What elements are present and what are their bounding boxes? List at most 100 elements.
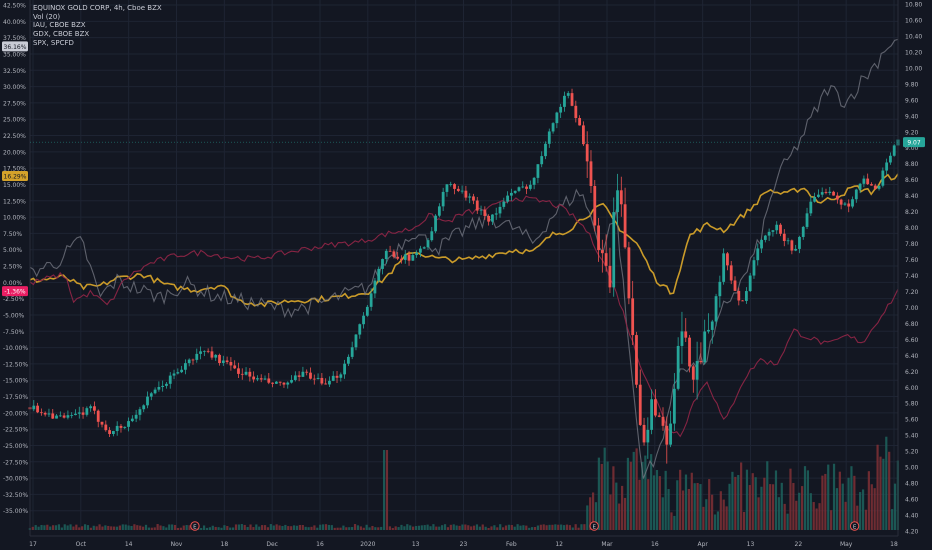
legend-item-volume[interactable]: Vol (20): [33, 12, 61, 21]
candle-body: [142, 405, 146, 410]
left-tick-label: 0.00%: [3, 280, 22, 287]
volume-bar: [554, 524, 557, 530]
candle-body: [51, 413, 55, 419]
volume-bar: [490, 526, 493, 530]
candle-body: [566, 93, 570, 96]
candle-body: [680, 331, 684, 346]
volume-bar: [841, 483, 844, 530]
candle-body: [748, 275, 752, 292]
candle-body: [536, 164, 540, 178]
volume-bar: [789, 468, 792, 530]
volume-bar: [676, 480, 679, 530]
legend-item-gdx[interactable]: GDX, CBOE BZX: [33, 30, 90, 39]
left-tick-label: -20.00%: [3, 410, 28, 417]
candle-body: [108, 430, 111, 434]
volume-bar: [821, 475, 824, 530]
candle-body: [278, 381, 282, 383]
volume-bar: [441, 525, 444, 530]
left-tick-label: -17.50%: [3, 394, 28, 401]
candle-body: [733, 280, 737, 291]
candle-body: [240, 373, 244, 375]
volume-bar: [806, 470, 810, 530]
candle-body: [244, 371, 248, 375]
volume-bar: [499, 524, 502, 530]
volume-bar: [629, 461, 632, 530]
volume-bar: [246, 527, 249, 530]
candle-body: [483, 209, 487, 216]
time-tick-label: 16: [651, 541, 659, 548]
volume-bar: [809, 493, 812, 530]
volume-bar: [531, 527, 534, 530]
volume-bar: [342, 525, 345, 530]
volume-bar: [478, 526, 481, 530]
volume-bar: [795, 500, 798, 530]
volume-bar: [69, 524, 72, 530]
volume-bar: [771, 484, 775, 530]
left-tick-label: -22.50%: [3, 427, 28, 434]
candle-body: [415, 252, 419, 256]
legend-item-spx[interactable]: SPX, SPCFD: [33, 38, 74, 47]
volume-bar: [803, 466, 807, 530]
candle-body: [744, 291, 748, 301]
left-tick-label: 20.00%: [3, 149, 26, 156]
candle-body: [631, 298, 635, 336]
volume-bar: [295, 525, 299, 530]
right-price-axis[interactable]: 10.80 10.60 10.40 10.20 10.00 9.80 9.60 9.40 9.2…: [30, 0, 925, 536]
volume-bar: [179, 527, 182, 530]
volume-bar: [870, 484, 873, 530]
volume-bar: [362, 527, 365, 530]
volume-bar: [501, 527, 505, 530]
volume-bar: [638, 479, 641, 530]
right-tick-label: 9.20: [905, 129, 919, 136]
candle-body: [210, 351, 214, 358]
left-tick-label: 22.50%: [3, 133, 26, 140]
volume-bar: [708, 479, 711, 530]
volume-bar: [139, 525, 142, 530]
time-tick-label: 14: [125, 541, 133, 548]
right-tick-label: 9.60: [905, 97, 919, 104]
candlestick-series: [28, 88, 900, 464]
volume-bar: [832, 463, 836, 530]
left-percent-axis[interactable]: 42.50% 40.00% 37.50% 35.00% 32.50% 30.00% 27.5…: [2, 0, 31, 536]
volume-bar: [612, 466, 615, 530]
candle-body: [528, 184, 532, 189]
right-tick-label: 5.80: [905, 401, 919, 408]
volume-bar: [229, 527, 232, 530]
candle-body: [862, 178, 866, 184]
candle-body: [81, 412, 85, 415]
volume-bar: [322, 524, 325, 530]
axis-marker-label: -1.36%: [4, 289, 26, 296]
candle-body: [722, 253, 726, 282]
candle-body: [324, 383, 328, 385]
volume-bar: [52, 525, 55, 530]
candle-body: [851, 199, 854, 207]
volume-bar: [699, 484, 702, 530]
volume-bar: [835, 488, 839, 530]
legend-symbol-title[interactable]: EQUINOX GOLD CORP, 4h, Cboe BZX: [33, 4, 162, 12]
candle-body: [47, 413, 51, 415]
volume-bar: [861, 489, 865, 530]
volume-bar: [815, 508, 818, 530]
volume-bar: [304, 526, 307, 530]
candle-body: [881, 170, 885, 186]
candle-body: [873, 185, 877, 189]
volume-bar: [510, 524, 513, 530]
candle-body: [866, 178, 870, 185]
volume-bar: [571, 527, 574, 530]
volume-bar: [716, 511, 720, 530]
volume-bar: [702, 506, 705, 530]
candle-body: [597, 225, 600, 251]
time-axis[interactable]: 17 Oct 14 Nov 18 Dec 16 2020 13 23 Feb 12 Mar 16 Apr 13…: [29, 535, 898, 548]
volume-bar: [745, 469, 749, 530]
volume-bar: [560, 524, 563, 530]
candle-body: [798, 236, 801, 249]
candle-body: [282, 382, 286, 385]
legend-item-iau[interactable]: IAU, CBOE BZX: [33, 21, 86, 30]
candle-body: [619, 190, 623, 205]
candle-body: [138, 409, 142, 415]
candle-body: [790, 240, 794, 251]
candle-body: [434, 215, 437, 232]
candle-body: [877, 185, 881, 189]
volume-bar: [647, 479, 650, 530]
